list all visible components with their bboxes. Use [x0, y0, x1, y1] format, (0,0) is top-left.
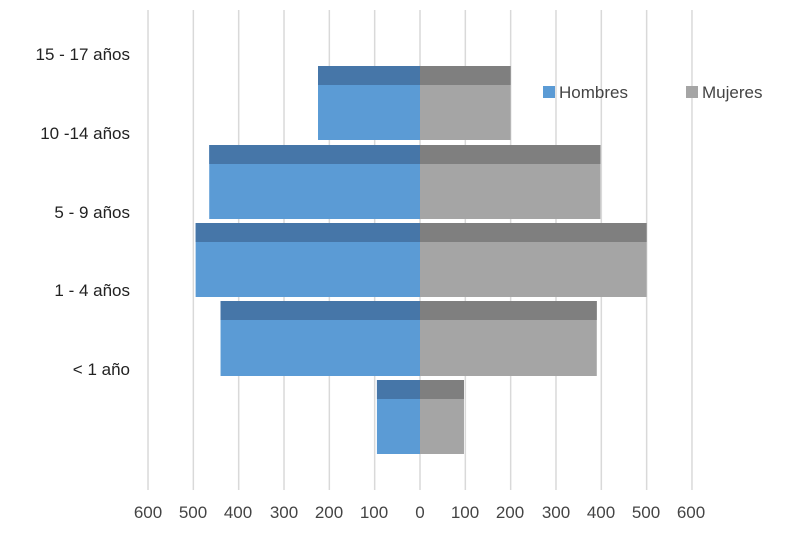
bar-top-hombres: [195, 223, 420, 242]
x-tick-label: 300: [542, 503, 570, 522]
y-tick-label: < 1 año: [73, 360, 130, 379]
legend: Hombres Mujeres: [543, 83, 762, 102]
bar-top-mujeres: [420, 223, 647, 242]
y-tick-label: 15 - 17 años: [35, 45, 130, 64]
legend-swatch-hombres: [543, 86, 555, 98]
bar-top-hombres: [209, 145, 420, 164]
bar-top-mujeres: [420, 301, 597, 320]
x-axis-labels: 600 500 400 300 200 100 0 100 200 300 40…: [134, 503, 705, 522]
y-tick-label: 1 - 4 años: [54, 281, 130, 300]
bar-top-mujeres: [420, 145, 601, 164]
x-tick-label: 400: [224, 503, 252, 522]
bar-top-hombres: [220, 301, 420, 320]
y-tick-label: 5 - 9 años: [54, 203, 130, 222]
bar-top-mujeres: [420, 380, 464, 399]
x-tick-label: 500: [632, 503, 660, 522]
x-tick-label: 200: [315, 503, 343, 522]
x-tick-label: 100: [360, 503, 388, 522]
y-axis-labels: 15 - 17 años 10 -14 años 5 - 9 años 1 - …: [35, 45, 130, 379]
bar-top-mujeres: [420, 66, 511, 85]
x-tick-label: 600: [134, 503, 162, 522]
bars: [195, 66, 647, 454]
x-tick-label: 200: [496, 503, 524, 522]
x-tick-label: 600: [677, 503, 705, 522]
y-tick-label: 10 -14 años: [40, 124, 130, 143]
bar-top-hombres: [376, 380, 420, 399]
x-tick-label: 500: [179, 503, 207, 522]
x-tick-label: 0: [415, 503, 424, 522]
x-tick-label: 300: [270, 503, 298, 522]
legend-label-hombres: Hombres: [559, 83, 628, 102]
legend-label-mujeres: Mujeres: [702, 83, 762, 102]
x-tick-label: 100: [451, 503, 479, 522]
bar-top-hombres: [318, 66, 420, 85]
legend-swatch-mujeres: [686, 86, 698, 98]
x-tick-label: 400: [587, 503, 615, 522]
